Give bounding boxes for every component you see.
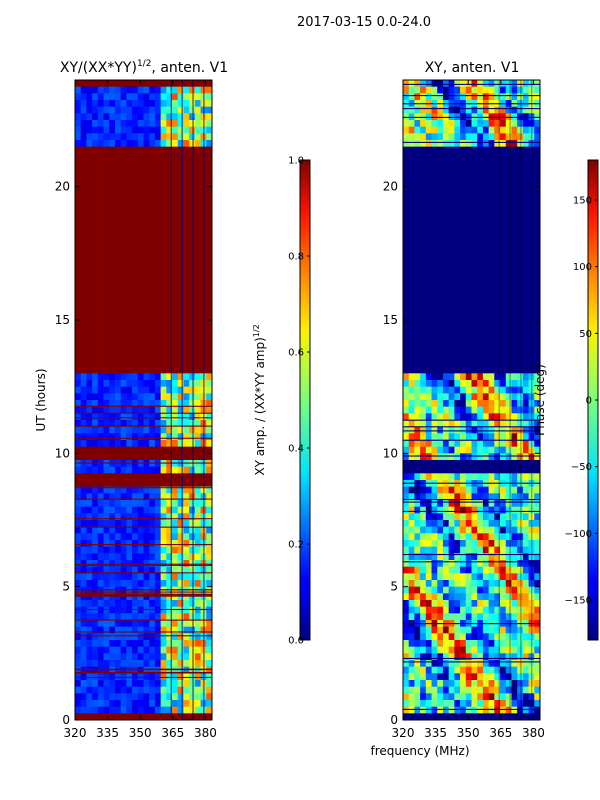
colorbar-tick-label: 0.6: [288, 348, 304, 359]
x-tick-label: 320: [392, 726, 415, 740]
colorbar-tick-label: 100: [573, 262, 592, 273]
x-tick-label: 350: [457, 726, 480, 740]
colorbar-tick-label: −100: [565, 529, 592, 540]
panel-amplitude: XY/(XX*YY)1/2, anten. V1 320 335 350 365 380…: [34, 59, 228, 740]
amplitude-colorbar: 0.0 0.2 0.4 0.6 0.8 1.0 XY amp. / (XX*YY amp)…: [252, 156, 311, 647]
phase-colorbar: −150 −100 −50 0 50 100 150: [565, 159, 599, 641]
amplitude-colorbar-ticks: 0.0 0.2 0.4 0.6 0.8 1.0: [288, 156, 310, 647]
y-tick-label: 5: [62, 580, 70, 594]
y-tick-label: 0: [62, 713, 70, 727]
y-tick-label: 15: [55, 313, 70, 327]
x-tick-label: 320: [64, 726, 87, 740]
amplitude-y-label: UT (hours): [34, 368, 48, 431]
x-tick-label: 350: [129, 726, 152, 740]
colorbar-tick-label: 150: [573, 196, 592, 207]
amplitude-frame: [74, 79, 213, 721]
panel-phase-title: XY, anten. V1: [425, 60, 520, 76]
y-tick-label: 20: [383, 180, 398, 194]
colorbar-tick-label: 50: [579, 329, 592, 340]
phase-y-ticks: 0 5 10 15 20: [383, 180, 540, 727]
x-tick-label: 335: [424, 726, 447, 740]
colorbar-tick-label: −50: [571, 462, 592, 473]
phase-heatmap: [403, 80, 541, 721]
colorbar-tick-label: 0.8: [288, 252, 304, 263]
x-tick-label: 380: [522, 726, 545, 740]
y-tick-label: 10: [55, 446, 70, 460]
x-tick-label: 365: [161, 726, 184, 740]
phase-colorbar-label: Phase (deg): [533, 364, 547, 436]
panel-phase: XY, anten. V1 320 335 350 365 380 0 5 10 15 20 P…: [383, 60, 547, 740]
x-tick-label: 365: [489, 726, 512, 740]
figure-title: 2017-03-15 0.0-24.0: [297, 15, 431, 30]
y-tick-label: 15: [383, 313, 398, 327]
panel-amplitude-title: XY/(XX*YY)1/2, anten. V1: [60, 59, 228, 76]
amplitude-colorbar-ramp: [299, 159, 311, 641]
x-tick-label: 335: [96, 726, 119, 740]
colorbar-tick-label: 0.2: [288, 540, 304, 551]
amplitude-colorbar-label: XY amp. / (XX*YY amp)1/2: [252, 324, 267, 475]
colorbar-tick-label: 0: [586, 396, 592, 407]
colorbar-tick-label: 0.4: [288, 444, 304, 455]
y-tick-label: 20: [55, 180, 70, 194]
y-tick-label: 0: [390, 713, 398, 727]
colorbar-tick-label: −150: [565, 596, 592, 607]
y-tick-label: 5: [390, 580, 398, 594]
colorbar-tick-label: 0.0: [288, 636, 304, 647]
x-axis-label: frequency (MHz): [370, 744, 469, 758]
amplitude-x-ticks: 320 335 350 365 380: [64, 80, 217, 740]
amplitude-y-ticks: 0 5 10 15 20: [55, 180, 212, 727]
phase-frame: [402, 79, 541, 721]
phase-colorbar-ticks: −150 −100 −50 0 50 100 150: [565, 196, 598, 607]
colorbar-tick-label: 1.0: [288, 156, 304, 167]
phase-x-ticks: 320 335 350 365 380: [392, 80, 545, 740]
amplitude-heatmap: [75, 80, 213, 721]
y-tick-label: 10: [383, 446, 398, 460]
x-tick-label: 380: [194, 726, 217, 740]
